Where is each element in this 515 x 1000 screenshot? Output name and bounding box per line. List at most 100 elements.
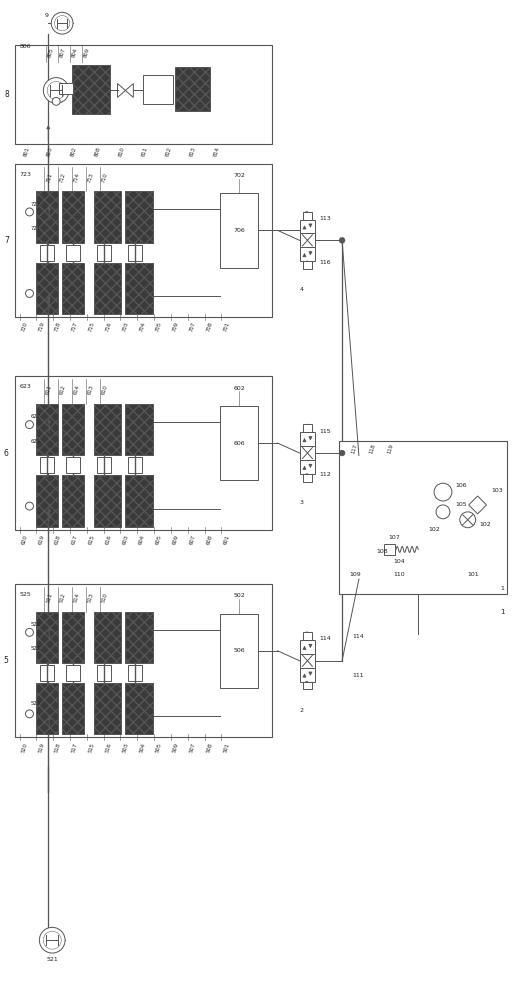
Text: 1: 1	[500, 609, 504, 615]
Text: 612: 612	[59, 385, 67, 396]
Text: 7: 7	[4, 236, 9, 245]
Bar	[220, 193, 258, 268]
Text: 806: 806	[20, 44, 31, 49]
Text: 110: 110	[393, 572, 405, 577]
Text: 503: 503	[122, 742, 129, 753]
Text: 2: 2	[300, 708, 303, 713]
Text: 610: 610	[101, 385, 109, 396]
Text: 520: 520	[21, 742, 28, 753]
Text: 516: 516	[105, 742, 113, 753]
Bar	[94, 263, 122, 314]
Text: 604: 604	[139, 534, 146, 545]
Text: 707: 707	[189, 321, 197, 332]
Bar	[300, 220, 315, 233]
Text: 6: 6	[4, 449, 9, 458]
Text: 619: 619	[38, 534, 45, 545]
Text: 522: 522	[30, 701, 41, 706]
Text: 505: 505	[155, 742, 163, 753]
Text: 111: 111	[352, 673, 364, 678]
Bar	[94, 475, 122, 527]
Text: 712: 712	[59, 172, 67, 183]
Bar	[300, 432, 315, 446]
Text: 525: 525	[20, 592, 31, 597]
Bar	[66, 665, 80, 681]
Circle shape	[436, 505, 450, 519]
Text: 723: 723	[20, 172, 31, 177]
Bar	[14, 45, 272, 144]
Text: 722: 722	[30, 202, 41, 207]
Bar	[62, 612, 84, 663]
Text: 521: 521	[46, 957, 58, 962]
Text: 514: 514	[73, 592, 81, 604]
Bar	[66, 245, 80, 261]
Bar	[126, 475, 153, 527]
Bar	[62, 475, 84, 527]
Text: 711: 711	[45, 172, 53, 183]
Text: 710: 710	[101, 172, 109, 183]
Bar	[37, 475, 58, 527]
Text: 8: 8	[5, 90, 10, 99]
Text: 502: 502	[233, 593, 245, 598]
Bar	[300, 460, 315, 474]
Bar	[66, 457, 80, 473]
Text: 1: 1	[501, 586, 504, 591]
Circle shape	[26, 502, 33, 510]
Bar	[59, 83, 73, 94]
Bar	[302, 261, 313, 269]
Text: 703: 703	[122, 321, 129, 332]
Text: 811: 811	[141, 146, 149, 157]
Text: 607: 607	[189, 534, 197, 545]
Bar	[97, 245, 111, 261]
Text: 101: 101	[468, 572, 479, 577]
Text: 5: 5	[4, 656, 9, 665]
Bar	[40, 665, 54, 681]
Text: 805: 805	[47, 47, 55, 58]
Text: 512: 512	[59, 592, 67, 604]
Text: 807: 807	[59, 47, 67, 58]
Text: 801: 801	[23, 146, 30, 157]
Text: 804: 804	[71, 47, 79, 58]
Circle shape	[339, 237, 345, 243]
Circle shape	[26, 710, 33, 718]
Text: 620: 620	[21, 534, 28, 545]
Text: 716: 716	[105, 321, 113, 332]
Bar	[62, 263, 84, 314]
Text: 813: 813	[189, 146, 197, 157]
Bar	[40, 245, 54, 261]
Text: 622: 622	[30, 414, 41, 419]
Text: 717: 717	[71, 321, 79, 332]
Circle shape	[39, 927, 65, 953]
Text: 704: 704	[139, 321, 146, 332]
Bar	[37, 191, 58, 243]
Text: 4: 4	[300, 287, 303, 292]
Text: 501: 501	[222, 742, 230, 753]
Bar	[94, 612, 122, 663]
Text: 615: 615	[88, 534, 96, 545]
Text: 623: 623	[20, 384, 31, 389]
Text: 720: 720	[21, 321, 28, 332]
Bar	[14, 584, 272, 737]
Bar	[302, 212, 313, 220]
Bar	[62, 404, 84, 455]
Text: 105: 105	[456, 502, 468, 507]
Text: 102: 102	[479, 522, 491, 527]
Text: 721: 721	[30, 226, 41, 231]
Text: 602: 602	[233, 386, 245, 391]
Text: 109: 109	[349, 572, 360, 577]
Text: 802: 802	[70, 146, 78, 157]
Circle shape	[434, 483, 452, 501]
Text: 714: 714	[73, 172, 81, 183]
Text: 9: 9	[44, 13, 48, 18]
Bar	[128, 665, 142, 681]
Circle shape	[26, 421, 33, 429]
Bar	[175, 67, 210, 111]
Text: 603: 603	[122, 534, 129, 545]
Text: 511: 511	[45, 592, 53, 604]
Bar	[126, 404, 153, 455]
Bar	[300, 654, 315, 668]
Text: 513: 513	[87, 592, 95, 603]
Bar	[72, 65, 110, 114]
Text: 521: 521	[30, 646, 41, 651]
Bar	[128, 245, 142, 261]
Bar	[62, 683, 84, 734]
